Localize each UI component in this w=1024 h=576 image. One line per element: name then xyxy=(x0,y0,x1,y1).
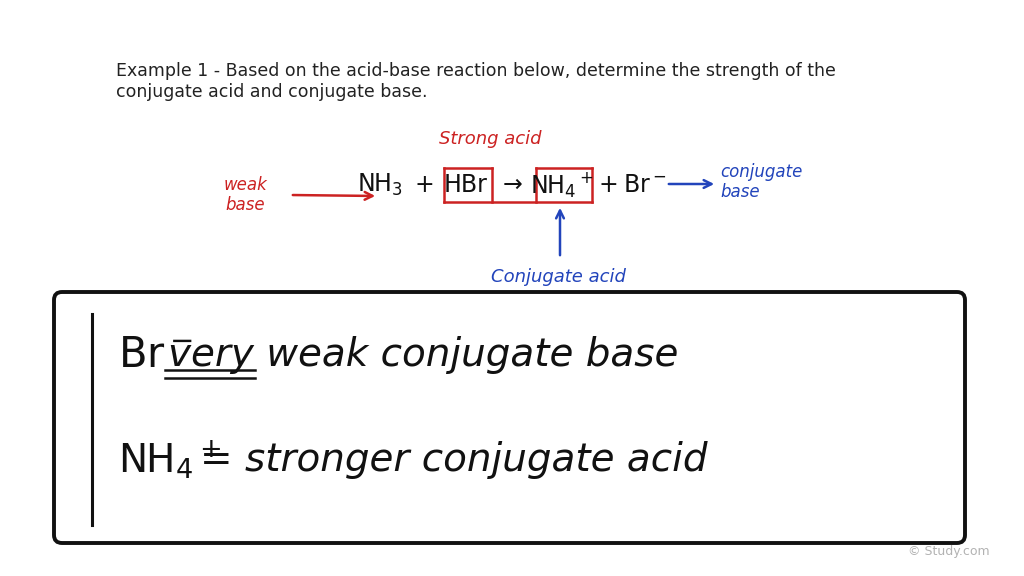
Text: Strong acid: Strong acid xyxy=(438,130,542,148)
Text: NH$_3$: NH$_3$ xyxy=(357,172,403,198)
Text: NH$_4$$^+$: NH$_4$$^+$ xyxy=(530,170,594,200)
Text: Conjugate acid: Conjugate acid xyxy=(490,268,626,286)
Text: Br$^-$: Br$^-$ xyxy=(624,173,667,197)
Text: conjugate
base: conjugate base xyxy=(720,162,803,202)
FancyBboxPatch shape xyxy=(54,292,965,543)
Text: © Study.com: © Study.com xyxy=(908,545,990,558)
Text: very weak conjugate base: very weak conjugate base xyxy=(168,336,678,374)
Text: Example 1 - Based on the acid-base reaction below, determine the strength of the: Example 1 - Based on the acid-base react… xyxy=(116,62,836,101)
Text: +: + xyxy=(414,173,434,197)
Text: +: + xyxy=(598,173,617,197)
Text: Br$^-$: Br$^-$ xyxy=(118,334,194,376)
Text: = stronger conjugate acid: = stronger conjugate acid xyxy=(200,441,708,479)
Text: NH$_4$$^+$: NH$_4$$^+$ xyxy=(118,439,221,482)
Text: weak
base: weak base xyxy=(223,176,267,214)
Text: HBr: HBr xyxy=(444,173,488,197)
Text: →: → xyxy=(503,173,523,197)
